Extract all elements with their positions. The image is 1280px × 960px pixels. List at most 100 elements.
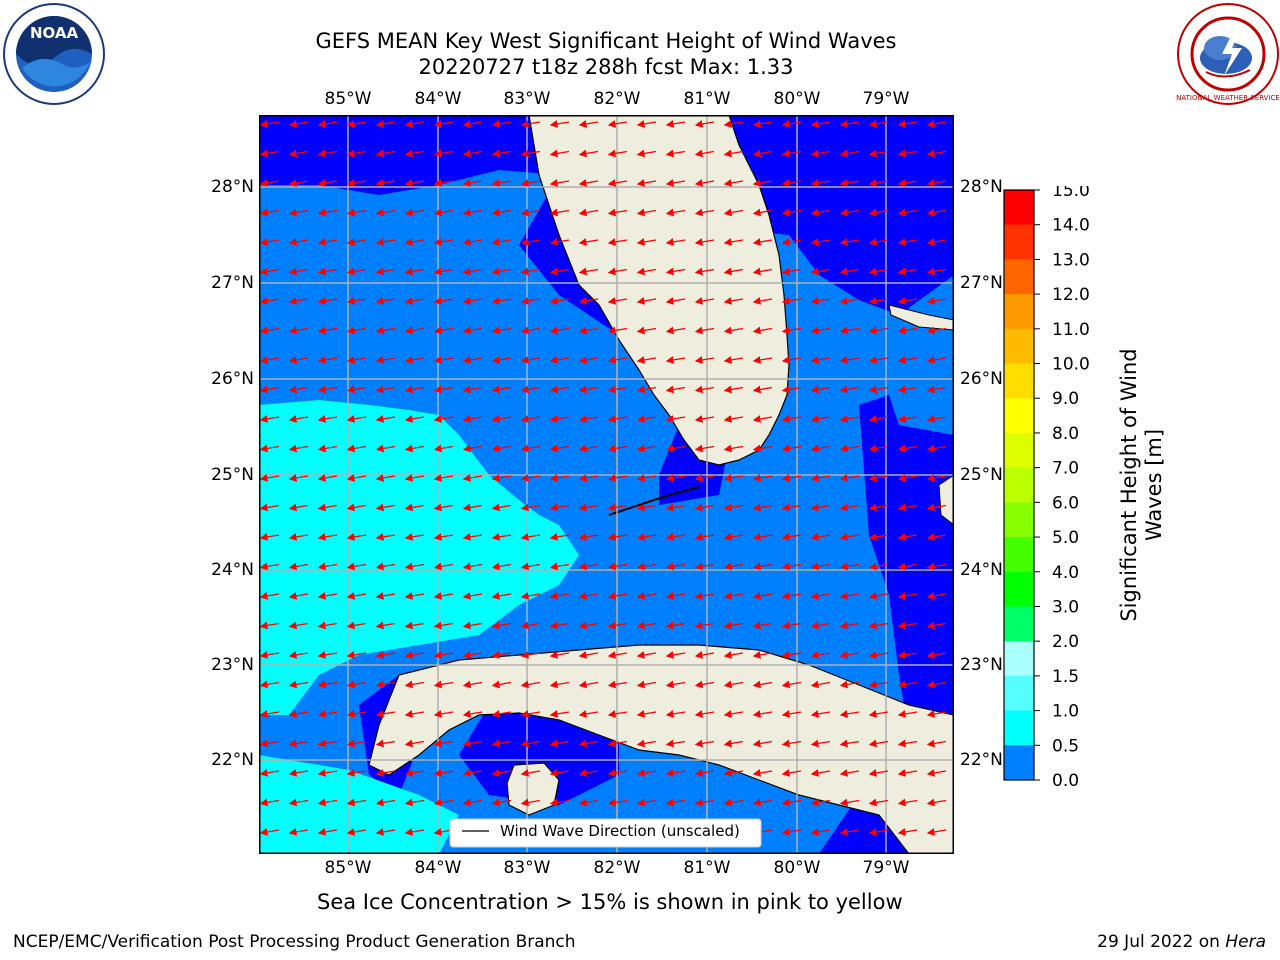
wave-direction-arrow	[636, 326, 657, 335]
wave-direction-arrow	[259, 680, 280, 689]
wave-direction-arrow	[781, 415, 802, 423]
wave-direction-arrow	[462, 326, 483, 335]
wave-direction-arrow	[636, 710, 657, 718]
wave-direction-arrow	[868, 621, 889, 630]
wave-direction-arrow	[491, 798, 512, 807]
wave-direction-arrow	[897, 208, 918, 217]
wave-direction-arrow	[781, 444, 802, 453]
wave-direction-arrow	[491, 680, 512, 689]
wave-direction-arrow	[868, 238, 889, 246]
latitude-label-left: 22°N	[211, 750, 254, 770]
wave-direction-arrow	[578, 798, 599, 807]
wave-direction-arrow	[433, 562, 454, 571]
wave-direction-arrow	[868, 208, 889, 217]
wave-direction-arrow	[288, 739, 309, 748]
colorbar-tick-label: 13.0	[1052, 250, 1090, 270]
wave-direction-arrow	[491, 238, 512, 246]
wave-direction-arrow	[375, 680, 396, 689]
wave-direction-arrow	[317, 680, 338, 689]
wave-direction-arrow	[897, 238, 918, 246]
wave-band-low-north	[259, 115, 954, 315]
wave-direction-arrow	[346, 474, 367, 482]
wave-direction-arrow	[607, 267, 628, 276]
wave-direction-arrow	[462, 208, 483, 217]
colorbar: 15.0 14.0 13.0 12.0 11.0 10.0 9.0 8.0 7.0 6.0 5.0 4…	[1003, 186, 1090, 786]
wave-direction-arrow	[433, 592, 454, 600]
longitude-label-bottom: 85°W	[324, 858, 372, 878]
colorbar-tick-label: 1.0	[1052, 702, 1079, 722]
wave-direction-arrow	[752, 326, 773, 335]
wave-direction-arrow	[433, 326, 454, 335]
wave-direction-arrow	[578, 680, 599, 689]
wave-direction-arrow	[317, 120, 338, 128]
wave-direction-arrow	[404, 474, 425, 482]
wave-direction-arrow	[897, 297, 918, 305]
wave-direction-arrow	[723, 680, 744, 689]
wave-direction-arrow	[636, 385, 657, 394]
wave-direction-arrow	[868, 769, 889, 777]
wave-direction-arrow	[462, 356, 483, 364]
wave-direction-arrow	[433, 533, 454, 541]
wave-direction-arrow	[694, 444, 715, 453]
wind-wave-direction-arrows	[259, 120, 947, 836]
wave-direction-arrow	[839, 415, 860, 423]
wave-direction-arrow	[607, 120, 628, 128]
colorbar-segment	[1004, 537, 1034, 573]
latitude-label-right: 22°N	[960, 750, 1003, 770]
wave-direction-arrow	[317, 385, 338, 394]
wave-direction-arrow	[375, 592, 396, 600]
title-line-1: GEFS MEAN Key West Significant Height of…	[315, 29, 897, 53]
longitude-label-top: 82°W	[593, 89, 641, 109]
wave-direction-arrow	[781, 120, 802, 128]
wave-direction-arrow	[926, 356, 947, 364]
wave-direction-arrow	[723, 120, 744, 128]
longitude-label-top: 85°W	[324, 89, 372, 109]
wave-direction-arrow	[839, 769, 860, 777]
sea-ice-caption: Sea Ice Concentration > 15% is shown in …	[317, 890, 903, 914]
wave-direction-arrow	[462, 474, 483, 482]
wave-direction-arrow	[694, 769, 715, 777]
wave-direction-arrow	[607, 474, 628, 482]
wave-direction-arrow	[897, 680, 918, 689]
longitude-label-top: 79°W	[862, 89, 910, 109]
wave-direction-arrow	[288, 710, 309, 718]
wave-direction-arrow	[752, 356, 773, 364]
wave-direction-arrow	[926, 474, 947, 482]
wave-direction-arrow	[810, 356, 831, 364]
wave-direction-arrow	[752, 798, 773, 807]
wave-direction-arrow	[897, 474, 918, 482]
wave-direction-arrow	[810, 533, 831, 541]
wave-direction-arrow	[781, 739, 802, 748]
wave-direction-arrow	[665, 739, 686, 748]
wave-direction-arrow	[694, 680, 715, 689]
wave-direction-arrow	[259, 120, 280, 128]
wave-direction-arrow	[346, 326, 367, 335]
wave-direction-arrow	[549, 474, 570, 482]
wave-direction-arrow	[491, 356, 512, 364]
wave-direction-arrow	[404, 149, 425, 158]
wave-direction-arrow	[694, 798, 715, 807]
wave-direction-arrow	[868, 592, 889, 600]
colorbar-segment	[1004, 745, 1034, 781]
wave-direction-arrow	[375, 326, 396, 335]
wave-direction-arrow	[868, 798, 889, 807]
wave-direction-arrow	[375, 120, 396, 128]
wave-direction-arrow	[578, 120, 599, 128]
latitude-label-right: 24°N	[960, 560, 1003, 580]
wave-direction-arrow	[810, 769, 831, 777]
wave-direction-arrow	[607, 297, 628, 305]
wave-direction-arrow	[868, 444, 889, 453]
latitude-label-left: 23°N	[211, 655, 254, 675]
wave-direction-arrow	[578, 385, 599, 394]
wave-direction-arrow	[636, 592, 657, 600]
wave-direction-arrow	[346, 828, 367, 836]
wave-direction-arrow	[520, 444, 541, 453]
wave-direction-arrow	[810, 710, 831, 718]
wave-direction-arrow	[752, 739, 773, 748]
wave-direction-arrow	[839, 297, 860, 305]
wave-direction-arrow	[781, 651, 802, 659]
wave-direction-arrow	[839, 739, 860, 748]
wave-direction-arrow	[897, 621, 918, 630]
wave-direction-arrow	[317, 238, 338, 246]
wave-direction-arrow	[433, 149, 454, 158]
